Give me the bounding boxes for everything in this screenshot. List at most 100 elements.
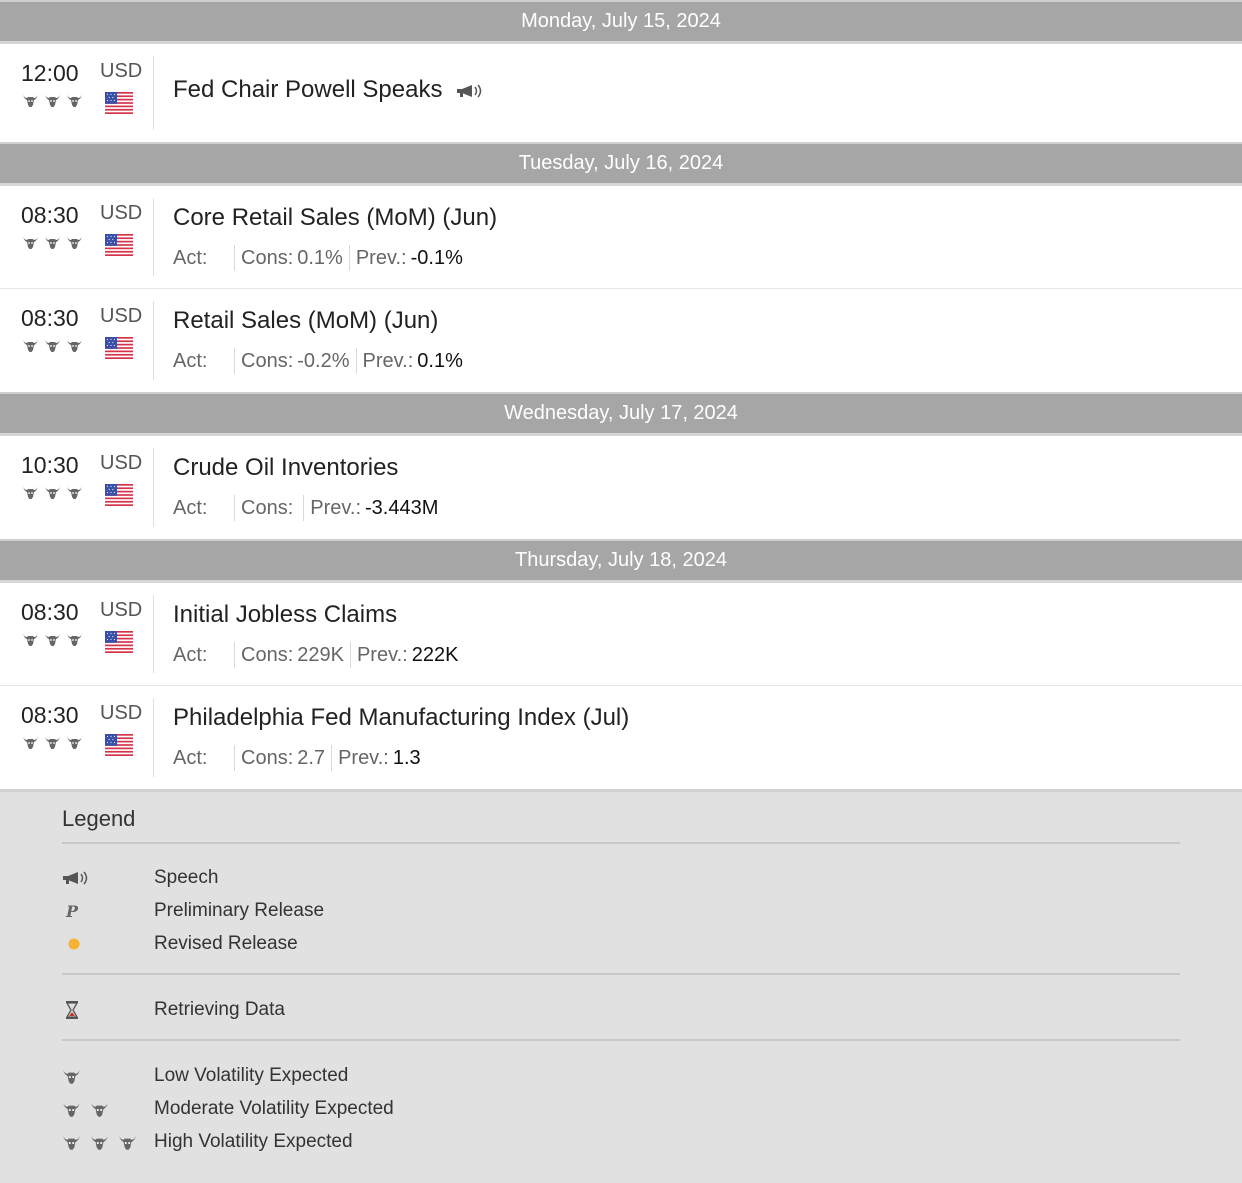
legend-divider	[62, 842, 1180, 844]
legend-label: High Volatility Expected	[154, 1131, 353, 1152]
event-title[interactable]: Initial Jobless Claims	[173, 601, 398, 628]
event-values: Act: Cons: 0.1% Prev.: -0.1%	[173, 245, 463, 271]
bull-icon	[23, 339, 38, 352]
volatility-indicator	[22, 632, 83, 647]
event-time: 08:30	[21, 202, 79, 228]
us-flag-icon	[105, 734, 133, 756]
legend-item-low: Low Volatility Expected	[62, 1063, 348, 1089]
bull-icon	[91, 1134, 108, 1150]
consensus-value: 2.7	[297, 746, 326, 769]
event-title[interactable]: Core Retail Sales (MoM) (Jun)	[173, 204, 498, 231]
bull-icon	[45, 339, 60, 352]
us-flag-icon	[105, 234, 133, 256]
hourglass-icon	[65, 1001, 79, 1019]
event-title[interactable]: Fed Chair Powell Speaks	[173, 76, 486, 104]
value-separator	[234, 348, 235, 374]
legend-item-preliminary: P Preliminary Release	[62, 898, 324, 924]
value-separator	[234, 642, 235, 668]
event-row[interactable]: 08:30 USD Core Retail Sales (MoM) (Jun) Act…	[0, 186, 1242, 289]
legend-item-high: High Volatility Expected	[62, 1129, 353, 1155]
legend-divider	[62, 973, 1180, 975]
event-title-text: Fed Chair Powell Speaks	[173, 76, 443, 103]
day-header: Tuesday, July 16, 2024	[0, 142, 1242, 186]
legend-label: Retrieving Data	[154, 999, 285, 1020]
event-row[interactable]: 08:30 USD Philadelphia Fed Manufacturing I…	[0, 686, 1242, 789]
event-title[interactable]: Crude Oil Inventories	[173, 454, 399, 481]
legend-label: Speech	[154, 867, 219, 888]
revised-dot-icon	[68, 938, 80, 950]
speech-icon	[457, 84, 482, 98]
actual-label: Act:	[173, 643, 208, 666]
bull-icon	[23, 236, 38, 249]
event-row[interactable]: 08:30 USD Retail Sales (MoM) (Jun) Act: Cons…	[0, 289, 1242, 392]
bull-icon	[119, 1134, 136, 1150]
consensus-label: Cons:	[241, 246, 294, 269]
event-values: Act: Cons: Prev.: -3.443M	[173, 495, 438, 521]
event-currency: USD	[100, 452, 143, 474]
event-values: Act: Cons: 2.7 Prev.: 1.3	[173, 745, 421, 771]
legend-panel: Legend Speech P Preliminary Release Revi…	[0, 789, 1242, 1183]
value-separator	[349, 642, 351, 668]
economic-calendar: Monday, July 15, 2024 12:00 USD Fed Chair P…	[0, 0, 1242, 789]
previous-value: -0.1%	[410, 246, 463, 269]
consensus-value: 229K	[297, 643, 344, 666]
previous-label: Prev.:	[355, 246, 407, 269]
legend-label: Moderate Volatility Expected	[154, 1098, 394, 1119]
value-separator	[234, 245, 235, 271]
consensus-label: Cons:	[241, 643, 294, 666]
column-divider	[153, 56, 154, 130]
bull-icon	[45, 94, 60, 107]
legend-item-speech: Speech	[62, 865, 218, 891]
previous-label: Prev.:	[338, 746, 389, 769]
legend-label: Preliminary Release	[154, 900, 325, 921]
bull-icon	[45, 633, 60, 646]
event-time: 12:00	[21, 60, 79, 86]
consensus-label: Cons:	[241, 496, 294, 519]
day-header: Wednesday, July 17, 2024	[0, 392, 1242, 436]
volatility-indicator	[22, 338, 83, 353]
bull-icon	[45, 736, 60, 749]
consensus-value: 0.1%	[297, 246, 343, 269]
moderate-volatility-icons	[62, 1101, 154, 1118]
volatility-indicator	[22, 735, 83, 750]
volatility-indicator	[22, 485, 83, 500]
legend-label: Revised Release	[154, 933, 298, 954]
us-flag-icon	[105, 631, 133, 653]
value-separator	[355, 348, 357, 374]
bull-icon	[23, 486, 38, 499]
event-title[interactable]: Retail Sales (MoM) (Jun)	[173, 307, 439, 334]
bull-icon	[67, 486, 82, 499]
bull-icon	[67, 339, 82, 352]
value-separator	[234, 745, 235, 771]
value-separator	[303, 495, 305, 521]
consensus-label: Cons:	[241, 349, 294, 372]
event-currency: USD	[100, 702, 143, 724]
actual-label: Act:	[173, 496, 208, 519]
event-row[interactable]: 12:00 USD Fed Chair Powell Speaks	[0, 44, 1242, 142]
bull-icon	[63, 1134, 80, 1150]
preliminary-icon: P	[66, 901, 79, 921]
bull-icon	[67, 94, 82, 107]
column-divider	[153, 448, 154, 527]
legend-label: Low Volatility Expected	[154, 1065, 349, 1086]
day-header: Thursday, July 18, 2024	[0, 539, 1242, 583]
event-title[interactable]: Philadelphia Fed Manufacturing Index (Ju…	[173, 704, 630, 731]
bull-icon	[63, 1068, 80, 1084]
event-values: Act: Cons: -0.2% Prev.: 0.1%	[173, 348, 463, 374]
previous-value: -3.443M	[365, 496, 439, 519]
previous-label: Prev.:	[310, 496, 362, 519]
day-header: Monday, July 15, 2024	[0, 0, 1242, 44]
event-row[interactable]: 08:30 USD Initial Jobless Claims Act: Cons: 2…	[0, 583, 1242, 686]
value-separator	[331, 745, 333, 771]
event-currency: USD	[100, 202, 143, 224]
speech-icon	[63, 871, 88, 885]
event-row[interactable]: 10:30 USD Crude Oil Inventories Act: Cons: Pr…	[0, 436, 1242, 539]
column-divider	[153, 595, 154, 673]
consensus-value: -0.2%	[297, 349, 350, 372]
column-divider	[153, 698, 154, 777]
value-separator	[234, 495, 235, 521]
volatility-indicator	[22, 93, 83, 108]
event-currency: USD	[100, 60, 143, 82]
low-volatility-icons	[62, 1068, 154, 1085]
legend-item-retrieving: Retrieving Data	[62, 997, 285, 1023]
